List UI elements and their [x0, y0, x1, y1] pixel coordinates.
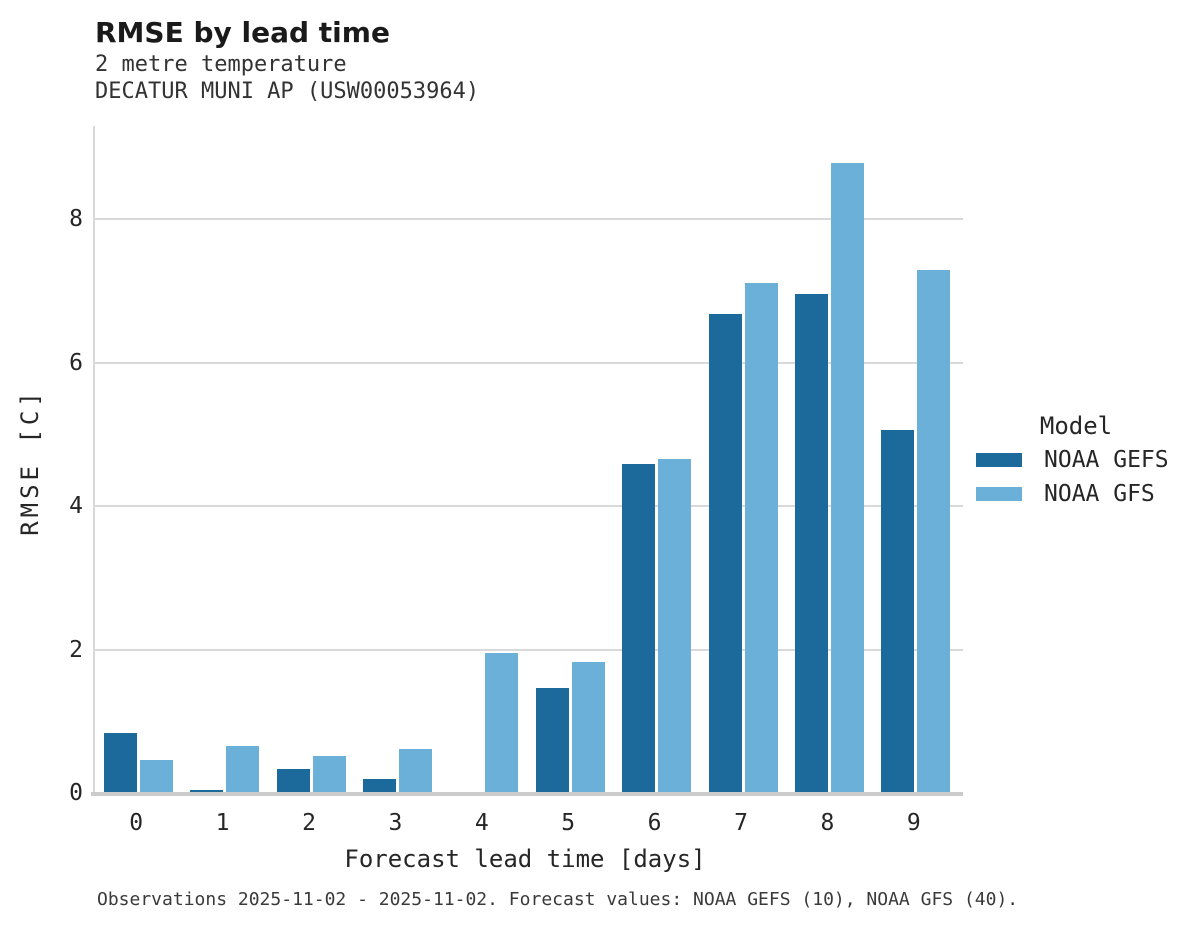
- bar: [190, 790, 224, 793]
- bar: [103, 732, 137, 793]
- plot-area: [91, 126, 963, 796]
- bar: [312, 756, 346, 793]
- bar: [398, 749, 432, 793]
- bar: [708, 313, 742, 793]
- chart-title: RMSE by lead time: [95, 16, 390, 49]
- legend-item-gefs: NOAA GEFS: [976, 446, 1176, 474]
- x-tick-label: 2: [302, 810, 316, 836]
- x-tick-label: 4: [474, 810, 489, 836]
- gefs-swatch-icon: [976, 453, 1022, 467]
- legend-title: Model: [1039, 412, 1113, 440]
- bar: [226, 746, 260, 793]
- bar: [139, 760, 173, 793]
- caption: Observations 2025-11-02 - 2025-11-02. Fo…: [97, 889, 1019, 910]
- x-tick-label: 9: [906, 810, 921, 836]
- bar: [658, 458, 692, 793]
- bar: [362, 778, 396, 793]
- y-axis-ticks: 0 2 4 6 8: [0, 126, 83, 806]
- bar: [535, 687, 569, 793]
- bar: [744, 283, 778, 793]
- bar: [917, 270, 951, 793]
- x-axis-label: Forecast lead time [days]: [344, 845, 706, 873]
- x-tick-label: 3: [388, 810, 403, 836]
- gridline: [95, 361, 963, 364]
- gridline: [95, 505, 963, 508]
- x-axis-line: [91, 792, 963, 796]
- legend-item-label: NOAA GFS: [1044, 481, 1155, 507]
- y-tick-label: 6: [69, 349, 83, 376]
- x-axis-ticks: 0 1 2 3 4 5 6 7 8 9: [93, 810, 957, 842]
- y-tick-label: 4: [69, 493, 83, 520]
- x-tick-label: 5: [561, 810, 576, 836]
- gridline: [95, 648, 963, 651]
- y-tick-label: 0: [69, 780, 83, 806]
- y-tick-label: 2: [69, 636, 83, 663]
- x-tick-label: 0: [129, 810, 144, 836]
- gridline: [95, 218, 963, 221]
- bar: [276, 768, 310, 793]
- bar: [794, 293, 828, 793]
- bar: [622, 463, 656, 793]
- legend: Model NOAA GEFS NOAA GFS: [976, 412, 1176, 508]
- bar: [571, 662, 605, 793]
- x-tick-label: 6: [647, 810, 662, 836]
- bar: [485, 653, 519, 793]
- chart-subtitle-station: DECATUR MUNI AP (USW00053964): [95, 79, 480, 104]
- bar: [830, 162, 864, 793]
- gfs-swatch-icon: [976, 487, 1022, 501]
- bar: [881, 430, 915, 793]
- x-tick-label: 1: [215, 810, 230, 836]
- x-tick-label: 7: [734, 810, 748, 836]
- x-tick-label: 8: [820, 810, 835, 836]
- y-tick-label: 8: [69, 206, 83, 233]
- legend-item-gfs: NOAA GFS: [976, 480, 1176, 508]
- chart-subtitle-variable: 2 metre temperature: [95, 52, 347, 77]
- legend-item-label: NOAA GEFS: [1044, 447, 1169, 473]
